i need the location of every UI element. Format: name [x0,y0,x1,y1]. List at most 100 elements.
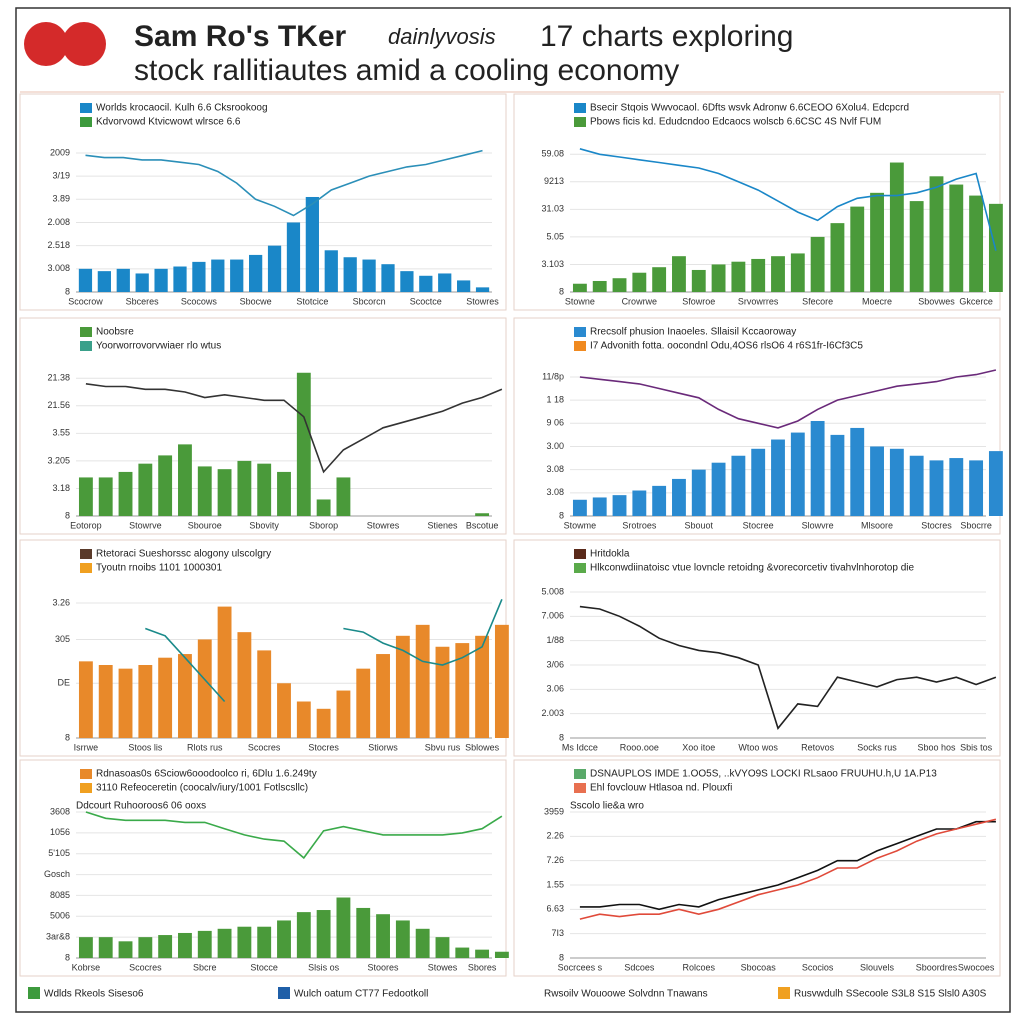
legend-label: Rrecsolf phusion Inaoeles. Sllaisil Kcca… [590,327,796,338]
y-tick-label: 305 [55,634,70,644]
footer-swatch [778,987,790,999]
bar [612,278,627,292]
bar [78,937,93,958]
y-tick-label: 3.26 [52,597,70,607]
legend-swatch [574,563,586,573]
y-tick-label: 2.26 [546,831,564,841]
bar [277,683,291,738]
bar [731,261,746,292]
x-tick-label: Sbovwes [918,296,955,306]
y-tick-label: 8 [559,510,564,520]
x-tick-label: Stowres [367,520,400,530]
bar [830,434,845,516]
bar [343,257,357,292]
bar [336,477,351,516]
bar [362,259,376,292]
legend-label: Noobsre [96,327,134,338]
line-series [85,811,503,860]
bar [457,280,471,292]
legend-label: Hritdokla [590,549,630,560]
bar [158,935,173,958]
bar [455,643,470,738]
bar [771,256,785,292]
x-tick-label: Rooo.ooe [620,742,659,752]
y-tick-label: 3ar&8 [46,932,70,942]
bar [790,432,805,516]
bar [118,941,133,958]
line-series [579,148,997,251]
y-tick-label: 7I3 [551,928,564,938]
x-tick-label: Sfowroe [682,296,715,306]
x-tick-label: Stocree [743,520,774,530]
x-tick-label: Sbovity [249,520,279,530]
y-tick-label: 3959 [544,806,564,816]
x-tick-label: Rlots rus [187,742,223,752]
title-badge: dainlyvosis [388,24,496,49]
bar [475,287,490,292]
bar [691,469,706,516]
y-tick-label: 2.008 [47,217,70,227]
y-tick-label: 21.38 [47,373,70,383]
footer-label: Rwsoilv Wouoowe Solvdnn Tnawans [544,989,708,1000]
bar [711,264,726,292]
x-tick-label: Sbouot [684,520,713,530]
legend-label: I7 Advonith fotta. oocondnl Odu,4OS6 rls… [590,341,863,352]
panel [19,759,507,977]
bar [237,460,252,516]
bar [324,250,338,292]
legend-label: Hlkconwdiinatoisc vtue lovncle retoidng … [590,563,914,574]
y-tick-label: 8 [559,286,564,296]
bar [257,463,272,516]
bar [138,665,153,738]
bar [138,463,153,516]
y-tick-label: 8 [559,732,564,742]
bar [438,273,452,292]
x-tick-label: Stocce [250,962,278,972]
y-tick-label: 9 06 [546,418,564,428]
x-tick-label: Sbouroe [188,520,222,530]
legend-label: Kdvorvowd Ktvicwowt wlrsce 6.6 [96,117,241,128]
legend-swatch [574,117,586,127]
y-tick-label: 8 [65,286,70,296]
bar [336,690,351,738]
x-tick-label: Sbvu rus [425,742,461,752]
x-tick-label: Srvowrres [738,296,779,306]
x-tick-label: Stoos lis [128,742,163,752]
legend-label: Worlds krocaocil. Kulh 6.6 Cksrookoog [96,103,268,114]
bar [158,455,173,516]
x-tick-label: Moecre [862,296,892,306]
bar [267,245,282,292]
x-tick-label: Mlsoore [861,520,893,530]
y-tick-label: 5.008 [541,586,564,596]
bar [316,910,331,958]
x-tick-label: Kobrse [72,962,101,972]
x-tick-label: Sbis tos [960,742,993,752]
bar [381,264,395,292]
x-tick-label: Stoores [368,962,400,972]
x-tick-label: Isrrwe [74,742,99,752]
bar [98,477,113,516]
bar [475,513,490,516]
x-tick-label: Sbores [468,962,497,972]
bar [97,271,111,292]
bar [211,259,225,292]
bar [296,372,311,516]
x-tick-label: Stowne [565,296,595,306]
bar [592,497,607,516]
frame [15,7,1011,1013]
legend-label: Pbows ficis kd. Edudcndoo Edcaocs wolscb… [590,117,881,128]
x-tick-label: Wtoo wos [738,742,778,752]
bar [305,196,319,292]
y-tick-label: 3/06 [546,659,564,669]
bar [116,268,130,292]
x-tick-label: Slsis os [308,962,340,972]
y-tick-label: 3.08 [546,487,564,497]
y-tick-label: 8085 [50,890,70,900]
bar [810,420,825,516]
x-tick-label: Stotcice [296,296,328,306]
y-tick-label: 2009 [50,147,70,157]
bar [771,439,785,516]
y-tick-label: 9213 [544,176,564,186]
bar [78,661,93,738]
